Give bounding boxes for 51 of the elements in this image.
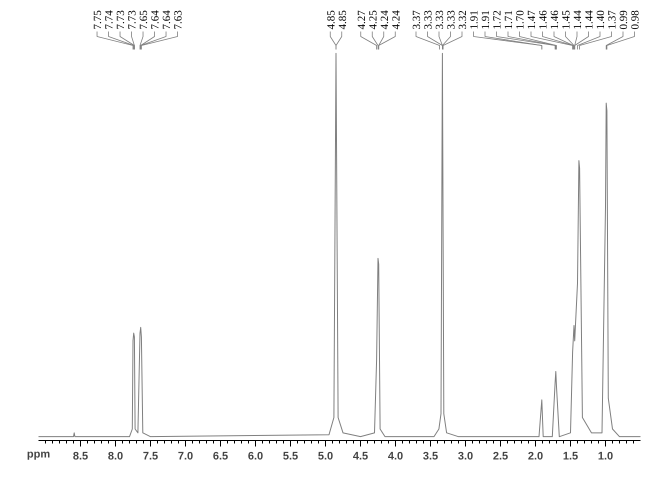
annotation: 7.63: [172, 10, 185, 30]
annotation: 1.72: [492, 10, 504, 30]
annotation: 1.70: [514, 10, 526, 30]
x-tick-label: 2.0: [528, 450, 544, 462]
annotation: 0.99: [618, 10, 630, 30]
annotation: 1.44: [572, 10, 584, 30]
x-tick-label: 8.5: [72, 450, 88, 462]
annotation: 1.37: [606, 10, 618, 30]
annotation: 0.98: [630, 10, 642, 30]
x-tick-label: 3.0: [458, 450, 474, 462]
x-tick-label: 6.0: [248, 450, 264, 462]
x-axis-title: ppm: [26, 448, 50, 460]
x-tick-label: 5.5: [282, 450, 298, 462]
annotation: 3.37: [411, 10, 423, 30]
annotation: 1.44: [584, 10, 596, 30]
x-tick-label: 6.5: [212, 450, 228, 462]
annotation: 4.24: [378, 10, 391, 30]
x-tick-label: 4.0: [388, 450, 404, 462]
x-tick-label: 5.0: [318, 450, 334, 462]
annotation: 1.47: [526, 10, 538, 30]
annotation: 1.46: [538, 10, 550, 30]
annotation: 4.25: [367, 10, 380, 30]
annotation: 7.74: [104, 10, 116, 30]
annotation: 3.33: [434, 10, 446, 30]
annotation: 1.40: [595, 10, 607, 30]
x-tick-label: 7.0: [178, 450, 194, 462]
x-tick-label: 2.5: [492, 450, 508, 462]
annotation: 7.65: [138, 10, 150, 30]
annotation: 7.64: [150, 10, 162, 30]
annotation: 3.33: [446, 10, 458, 30]
annotation: 1.71: [503, 10, 515, 30]
annotation: 1.91: [480, 10, 492, 30]
annotation: 1.45: [560, 10, 572, 30]
annotation: 4.85: [336, 10, 349, 30]
annotation: 1.91: [468, 10, 480, 30]
x-tick-label: 3.5: [422, 450, 438, 462]
annotation: 7.73: [126, 10, 139, 30]
x-tick-label: 1.5: [562, 450, 578, 462]
x-tick-label: 4.5: [352, 450, 368, 462]
annotation: 1.46: [549, 10, 561, 30]
annotation: 4.27: [356, 10, 368, 30]
annotation: 4.24: [390, 10, 402, 30]
annotation: 4.85: [325, 10, 338, 30]
annotation: 7.75: [92, 10, 104, 30]
x-tick-label: 7.5: [142, 450, 158, 462]
annotation: 7.73: [115, 10, 128, 30]
annotation: 3.32: [457, 10, 469, 30]
x-tick-label: 1.0: [598, 450, 614, 462]
annotation: 7.64: [161, 10, 174, 30]
annotation: 3.33: [422, 10, 434, 30]
x-tick-label: 8.0: [108, 450, 124, 462]
